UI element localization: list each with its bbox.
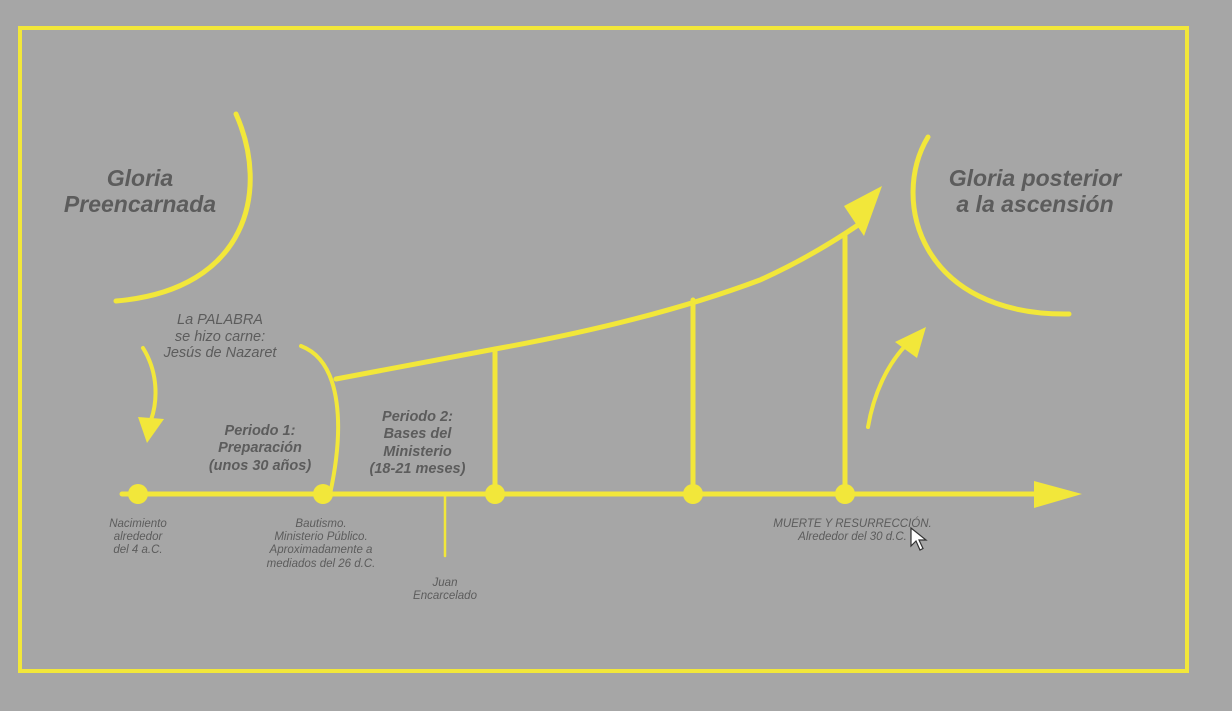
descend-arrow-shaft bbox=[141, 346, 158, 422]
word-flesh-label: La PALABRA se hizo carne: Jesús de Nazar… bbox=[163, 312, 277, 362]
glory-post-label: Gloria posterior a la ascensión bbox=[948, 165, 1122, 218]
ministry-curve bbox=[333, 222, 861, 382]
curve-arrowhead bbox=[844, 186, 882, 236]
baptism-event-label: Bautismo. Ministerio Público. Aproximada… bbox=[266, 518, 376, 570]
timeline-node-baptism bbox=[313, 484, 333, 504]
pre-glory-arc bbox=[113, 111, 253, 304]
timeline-node-3 bbox=[683, 484, 703, 504]
descend-arrowhead bbox=[138, 417, 164, 443]
frame-border bbox=[18, 26, 1189, 673]
period-1-label: Periodo 1: Preparación (unos 30 años) bbox=[208, 423, 312, 474]
period-2-label: Periodo 2: Bases del Ministerio (18-21 m… bbox=[369, 409, 466, 478]
post-glory-arc bbox=[910, 134, 1072, 317]
period-bracket bbox=[299, 344, 341, 496]
timeline-node-birth bbox=[128, 484, 148, 504]
ascend-arrowhead bbox=[895, 327, 926, 358]
ascend-arrow-shaft bbox=[866, 343, 908, 429]
timeline-node-2 bbox=[485, 484, 505, 504]
glory-pre-label: Gloria Preencarnada bbox=[63, 165, 217, 218]
mouse-pointer-icon bbox=[910, 526, 928, 551]
john-imprisoned-label: Juan Encarcelado bbox=[413, 577, 477, 603]
death-resurrection-label: MUERTE Y RESURRECCIÓN. Alrededor del 30 … bbox=[773, 518, 932, 544]
timeline-arrowhead bbox=[1034, 481, 1082, 508]
timeline-node-death bbox=[835, 484, 855, 504]
birth-event-label: Nacimiento alrededor del 4 a.C. bbox=[109, 518, 167, 557]
